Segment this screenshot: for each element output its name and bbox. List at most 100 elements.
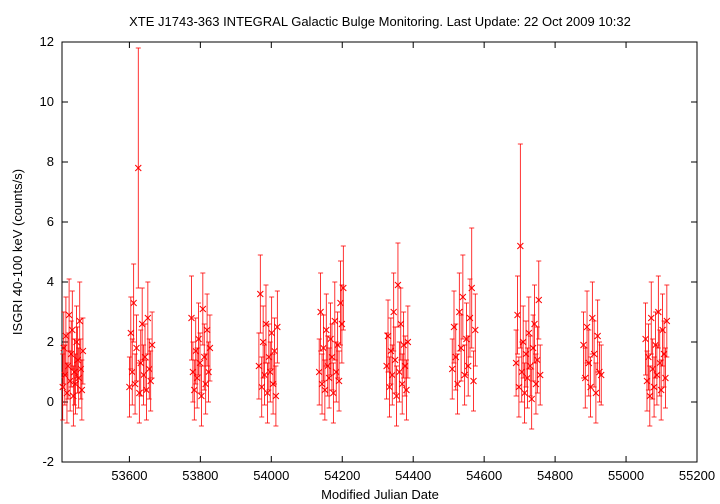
data-point <box>457 314 465 382</box>
y-tick-label: 4 <box>47 274 54 289</box>
x-marker <box>581 374 589 382</box>
x-marker <box>318 380 326 388</box>
x-marker <box>256 290 264 298</box>
x-marker <box>320 344 327 352</box>
x-marker <box>646 392 654 400</box>
data-point <box>192 317 200 385</box>
x-tick-label: 54800 <box>537 468 573 483</box>
x-marker <box>454 380 461 388</box>
x-marker <box>649 365 657 373</box>
data-point <box>134 47 142 289</box>
x-marker <box>398 380 406 388</box>
x-marker <box>198 392 205 400</box>
data-point <box>384 299 392 373</box>
data-point <box>145 338 153 400</box>
x-marker <box>645 353 652 361</box>
x-marker <box>206 344 214 352</box>
x-marker <box>272 392 280 400</box>
x-marker <box>258 383 266 391</box>
x-marker <box>662 374 669 382</box>
data-point <box>659 293 666 367</box>
data-point <box>147 350 155 412</box>
data-point <box>317 272 324 352</box>
data-point <box>79 317 87 385</box>
data-point <box>273 290 281 364</box>
data-point <box>315 338 323 406</box>
x-marker <box>526 362 534 370</box>
data-point <box>261 344 268 406</box>
data-point <box>272 365 280 427</box>
x-marker <box>128 368 136 376</box>
x-marker <box>67 350 75 358</box>
x-marker <box>188 314 195 322</box>
data-point <box>331 281 339 361</box>
data-point <box>663 284 671 358</box>
x-marker <box>459 293 467 301</box>
x-marker <box>660 350 668 358</box>
data-point <box>454 353 461 415</box>
data-point <box>271 317 278 385</box>
data-point <box>73 305 80 379</box>
data-point <box>391 326 399 394</box>
data-point <box>202 353 210 415</box>
data-point <box>200 323 208 391</box>
x-marker <box>464 362 472 370</box>
x-tick-label: 54000 <box>253 468 289 483</box>
x-marker <box>321 386 329 394</box>
data-point <box>514 275 521 355</box>
x-marker <box>531 320 538 328</box>
x-marker <box>262 320 270 328</box>
data-point <box>597 344 605 406</box>
data-point <box>256 254 264 334</box>
data-point <box>258 356 266 418</box>
data-point <box>76 281 84 361</box>
x-marker <box>455 308 463 316</box>
x-marker <box>131 380 139 388</box>
data-point <box>521 362 528 424</box>
x-marker <box>259 338 267 346</box>
x-marker <box>647 314 655 322</box>
x-marker <box>663 317 671 325</box>
x-marker <box>397 320 405 328</box>
x-marker <box>656 359 664 367</box>
data-point <box>470 350 477 412</box>
x-marker <box>147 377 155 385</box>
x-marker <box>471 326 479 334</box>
data-point <box>397 287 405 361</box>
x-marker <box>534 356 541 364</box>
data-point <box>68 290 76 370</box>
x-marker <box>518 368 526 376</box>
x-marker <box>470 377 477 385</box>
data-point <box>452 323 460 391</box>
x-marker <box>268 329 276 337</box>
data-point <box>459 254 467 340</box>
data-point <box>515 356 523 418</box>
x-marker <box>317 308 324 316</box>
x-marker <box>134 164 142 172</box>
data-point <box>203 293 211 367</box>
data-point <box>138 287 146 361</box>
x-marker <box>255 362 263 370</box>
x-marker <box>384 332 392 340</box>
plot-frame <box>61 41 698 463</box>
data-point <box>650 356 658 418</box>
data-point <box>525 296 533 370</box>
x-marker <box>396 368 403 376</box>
x-marker <box>79 347 87 355</box>
x-marker <box>200 353 208 361</box>
data-point <box>654 275 662 349</box>
x-marker <box>468 284 476 292</box>
data-point <box>393 365 400 427</box>
data-point <box>592 362 600 424</box>
data-point <box>265 323 273 391</box>
x-marker <box>195 335 202 343</box>
x-marker <box>516 242 524 250</box>
data-point <box>388 344 396 406</box>
data-point <box>268 296 276 370</box>
data-point <box>330 362 337 424</box>
data-point <box>524 347 531 409</box>
data-point <box>401 335 409 397</box>
x-marker <box>404 338 412 346</box>
data-point <box>198 365 205 427</box>
y-tick-label: -2 <box>42 454 54 469</box>
